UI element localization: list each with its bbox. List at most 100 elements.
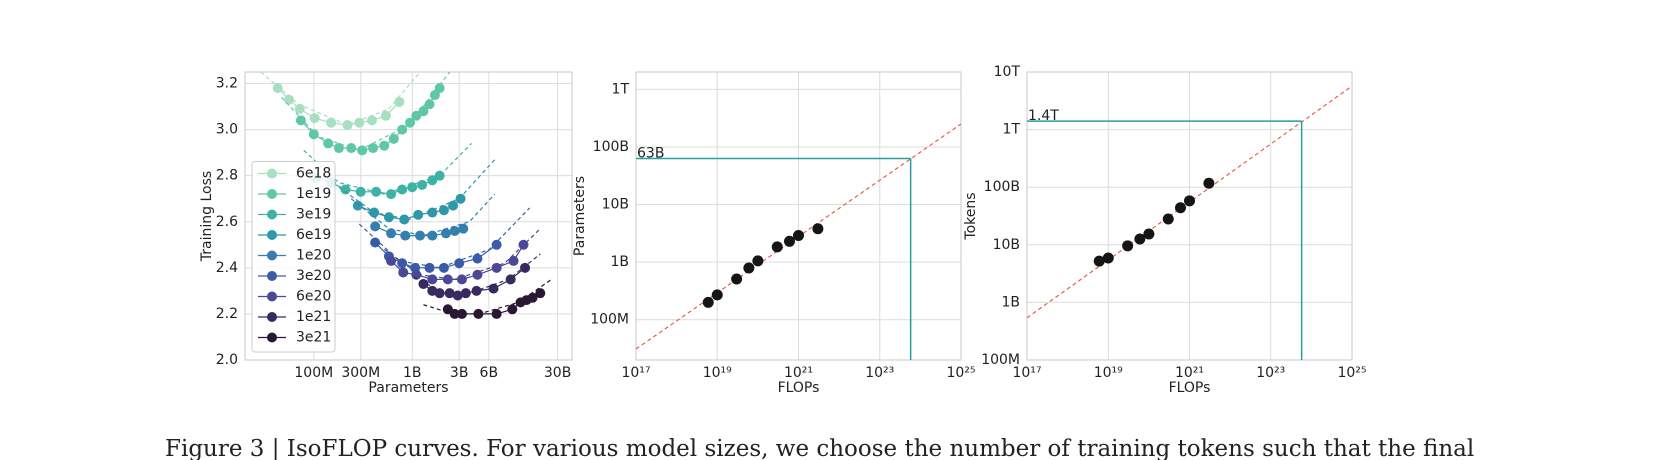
- chart: 2.0 2.2 2.4 2.6 2.8 3.0 3.2 100M 300M 1B 3B 6B 30B Pa…: [199, 71, 573, 396]
- x-tick-label: 10²⁵: [946, 365, 975, 381]
- data-point: [702, 296, 714, 308]
- data-point: [380, 110, 391, 121]
- data-point: [424, 262, 435, 273]
- data-point: [386, 255, 397, 266]
- y-tick-label: 2.8: [216, 168, 238, 184]
- data-point: [388, 133, 399, 144]
- data-point: [440, 228, 451, 239]
- data-point: [294, 103, 305, 114]
- data-point: [272, 83, 283, 94]
- y-tick-label: 2.2: [216, 306, 238, 322]
- data-point: [398, 267, 409, 278]
- series-line: [277, 87, 400, 126]
- data-point: [507, 304, 518, 315]
- y-axis-label: Tokens: [963, 192, 979, 240]
- x-tick-label: 10²³: [1256, 365, 1285, 381]
- y-tick-label: 100B: [593, 139, 629, 155]
- data-point: [508, 255, 519, 266]
- data-point: [308, 129, 319, 140]
- x-tick-label: 10²¹: [1175, 365, 1204, 381]
- data-point: [491, 239, 502, 250]
- y-tick-label: 100B: [984, 179, 1020, 195]
- y-tick-label: 2.4: [216, 260, 238, 276]
- data-point: [454, 258, 465, 269]
- data-point: [326, 117, 337, 128]
- chart: 100M 1B 10B 100B 1T 10T 10¹⁷ 10¹⁹ 10²¹ 10²³ 10²⁵ FL…: [963, 64, 1367, 396]
- data-point: [434, 170, 445, 181]
- data-point: [505, 274, 516, 285]
- data-point: [346, 143, 357, 154]
- data-point: [456, 274, 467, 285]
- x-axis-label: Parameters: [368, 380, 448, 396]
- data-point: [397, 124, 408, 135]
- data-point: [434, 288, 445, 299]
- data-point: [449, 225, 460, 236]
- data-point: [434, 83, 445, 94]
- y-tick-label: 100M: [590, 312, 629, 328]
- data-point: [448, 200, 459, 211]
- legend-label: 3e21: [296, 330, 331, 346]
- fit-line: [358, 207, 531, 269]
- legend-label: 1e21: [296, 309, 331, 325]
- data-point: [1184, 195, 1195, 207]
- data-point: [370, 221, 381, 232]
- data-point: [793, 230, 804, 242]
- plot-area: [260, 72, 552, 319]
- data-point: [394, 96, 405, 107]
- y-tick-label: 3.2: [216, 76, 238, 92]
- data-point: [407, 182, 418, 193]
- data-point: [371, 186, 382, 197]
- legend-marker: [267, 250, 277, 261]
- y-axis-label: Training Loss: [199, 171, 215, 262]
- y-tick-label: 1B: [1001, 294, 1020, 310]
- chart: 100M 1B 10B 100B 1T 10¹⁷ 10¹⁹ 10²¹ 10²³ 10²⁵ FLOPs…: [572, 71, 976, 396]
- data-point: [342, 119, 353, 130]
- data-point: [383, 212, 394, 223]
- data-point: [366, 115, 377, 126]
- data-point: [491, 262, 502, 273]
- data-point: [743, 262, 755, 274]
- data-point: [370, 237, 381, 248]
- legend-marker: [267, 209, 277, 220]
- data-point: [1134, 233, 1146, 245]
- data-point: [333, 143, 344, 154]
- data-point: [397, 184, 408, 195]
- data-point: [455, 193, 466, 204]
- data-point: [417, 179, 428, 190]
- data-point: [354, 117, 365, 128]
- data-point: [471, 285, 482, 296]
- y-tick-label: 10B: [602, 197, 629, 213]
- plot-frame: [244, 71, 573, 361]
- data-point: [1102, 252, 1114, 264]
- data-point: [368, 143, 379, 154]
- data-point: [527, 292, 538, 303]
- data-point: [355, 186, 366, 197]
- data-point: [458, 223, 469, 234]
- x-tick-label: 10¹⁷: [1012, 365, 1041, 381]
- projection-label: 63B: [637, 145, 664, 161]
- data-point: [369, 207, 380, 218]
- data-point: [783, 235, 795, 247]
- data-point: [411, 110, 422, 121]
- x-tick-label: 100M: [294, 365, 333, 381]
- y-tick-label: 1T: [1003, 122, 1021, 138]
- data-point: [1093, 255, 1105, 267]
- projection-label: 1.4T: [1028, 108, 1059, 124]
- series-line: [390, 244, 525, 280]
- x-tick-label: 30B: [544, 365, 571, 381]
- y-tick-label: 1B: [610, 254, 629, 270]
- legend-label: 1e19: [296, 186, 331, 202]
- data-point: [386, 189, 397, 200]
- legend-label: 1e20: [296, 248, 331, 264]
- data-point: [520, 262, 531, 273]
- y-tick-label: 2.0: [216, 352, 238, 368]
- fit-line: [260, 72, 421, 126]
- data-point: [411, 269, 422, 280]
- data-point: [438, 262, 449, 273]
- y-tick-label: 2.6: [216, 214, 238, 230]
- data-point: [424, 99, 435, 110]
- data-point: [518, 239, 529, 250]
- x-tick-label: 300M: [341, 365, 380, 381]
- legend-marker: [267, 312, 277, 322]
